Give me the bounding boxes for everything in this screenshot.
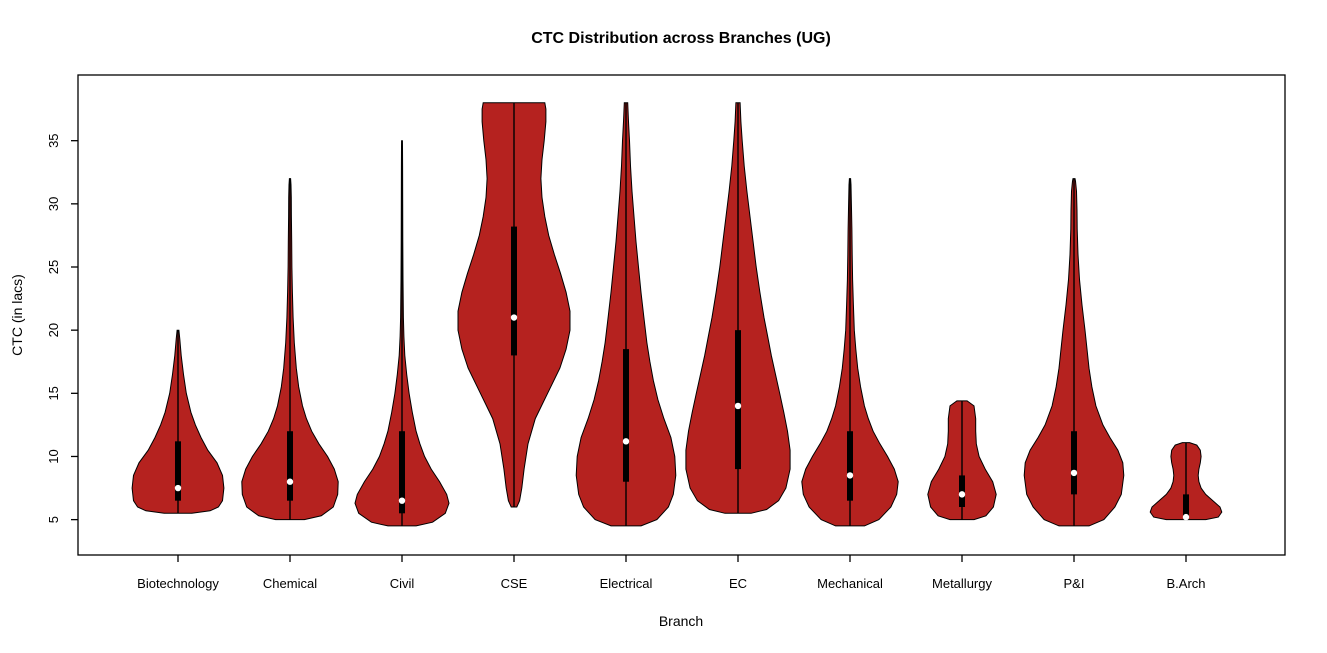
y-tick-label: 25: [46, 260, 61, 274]
x-axis-title: Branch: [659, 613, 703, 629]
median-dot: [286, 478, 294, 485]
y-tick-label: 35: [46, 133, 61, 147]
plot-border: [77, 74, 1286, 556]
x-category-label: Civil: [390, 576, 415, 591]
iqr-bar: [847, 431, 853, 501]
median-dot: [398, 497, 406, 504]
x-category-label: Chemical: [263, 576, 317, 591]
violins-layer: [131, 102, 1223, 527]
median-dot: [734, 402, 742, 410]
y-tick-label: 20: [46, 323, 61, 337]
x-category-label: CSE: [501, 576, 528, 591]
x-category-label: EC: [729, 576, 747, 591]
iqr-bar: [175, 441, 181, 501]
y-tick-label: 30: [46, 197, 61, 211]
chart-title: CTC Distribution across Branches (UG): [531, 30, 831, 47]
iqr-bar: [735, 330, 741, 470]
x-category-label: Metallurgy: [932, 576, 992, 591]
axes-layer: 5 10 15 20 25 30 35 Biotechnology Chemical Civil C…: [46, 133, 1206, 591]
x-category-label: Electrical: [600, 576, 653, 591]
median-dot: [958, 491, 966, 498]
iqr-bar: [1071, 431, 1077, 495]
x-category-label: B.Arch: [1166, 576, 1205, 591]
median-dot: [510, 314, 518, 321]
iqr-bar: [287, 431, 293, 501]
median-dot: [174, 484, 182, 492]
median-dot: [846, 472, 854, 479]
median-dot: [1070, 469, 1078, 477]
iqr-bar: [1183, 494, 1189, 520]
x-category-label: P&I: [1064, 576, 1085, 591]
median-dot: [622, 438, 630, 445]
x-category-label: Biotechnology: [137, 576, 219, 591]
iqr-bar: [623, 349, 629, 482]
y-tick-label: 15: [46, 386, 61, 400]
y-axis-title: CTC (in lacs): [9, 274, 25, 356]
median-dot: [1182, 513, 1190, 521]
iqr-bar: [511, 226, 517, 356]
iqr-bar: [399, 431, 405, 514]
y-tick-label: 10: [46, 449, 61, 463]
y-tick-label: 5: [46, 516, 61, 523]
x-category-label: Mechanical: [817, 576, 883, 591]
